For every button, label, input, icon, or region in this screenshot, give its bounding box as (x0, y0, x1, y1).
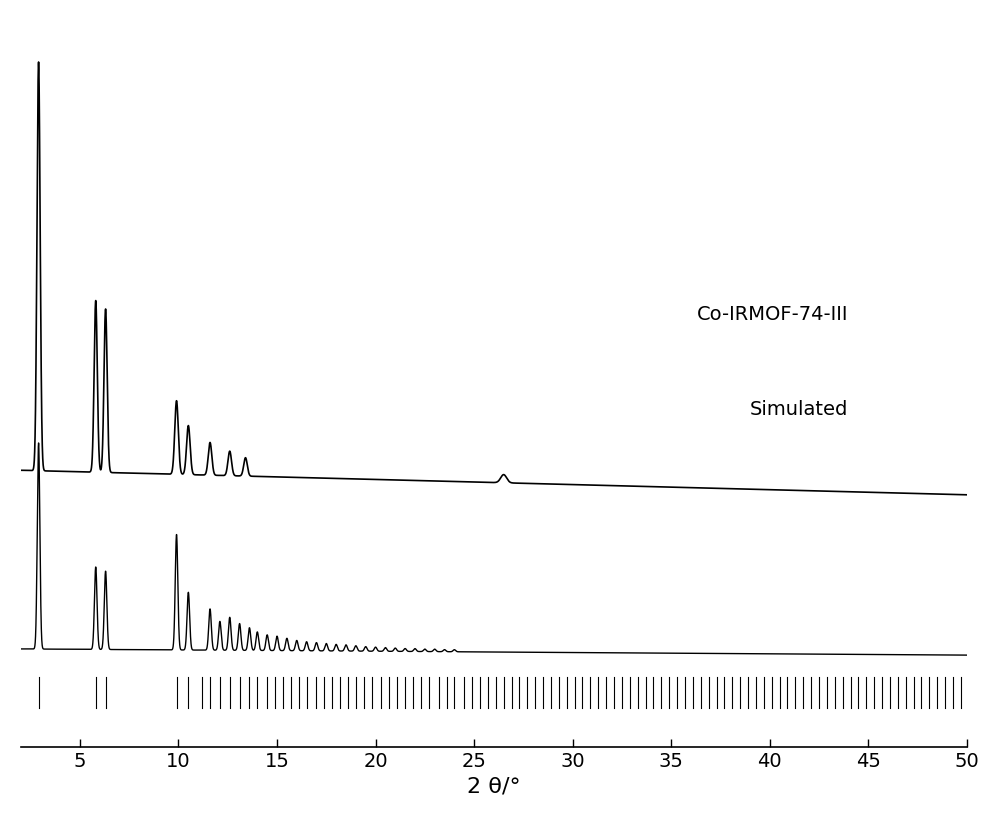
Text: Simulated: Simulated (750, 400, 849, 418)
Text: Co-IRMOF-74-III: Co-IRMOF-74-III (697, 306, 849, 324)
X-axis label: 2 θ/°: 2 θ/° (467, 776, 521, 797)
